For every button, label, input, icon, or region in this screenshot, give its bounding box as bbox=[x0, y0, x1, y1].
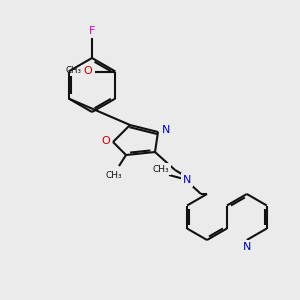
Text: O: O bbox=[83, 67, 92, 76]
Text: N: N bbox=[183, 175, 191, 185]
Text: N: N bbox=[243, 242, 251, 252]
Text: CH₃: CH₃ bbox=[65, 66, 81, 75]
Text: O: O bbox=[102, 136, 110, 146]
Text: F: F bbox=[89, 26, 95, 36]
Text: CH₃: CH₃ bbox=[153, 164, 169, 173]
Text: CH₃: CH₃ bbox=[106, 170, 122, 179]
Text: N: N bbox=[162, 125, 170, 135]
